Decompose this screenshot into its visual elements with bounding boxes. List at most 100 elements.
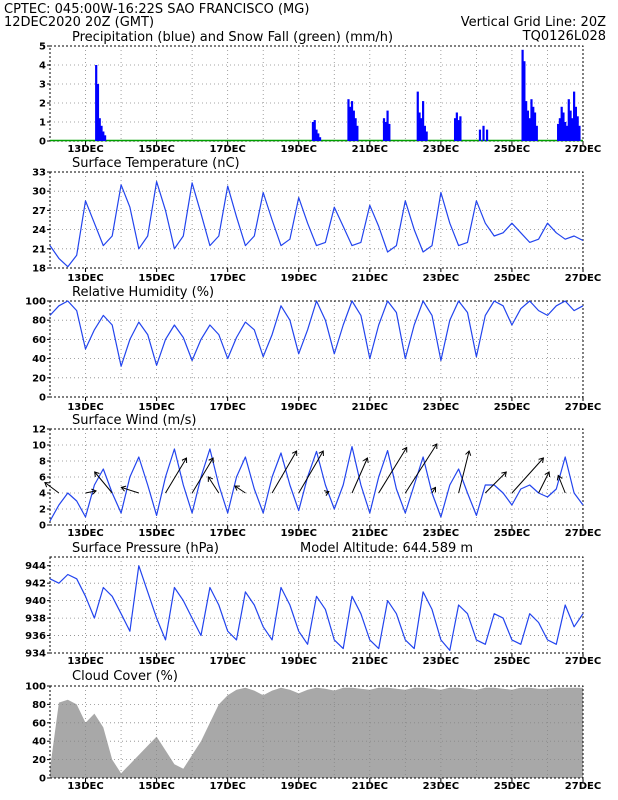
- precip-bar: [567, 99, 570, 141]
- wind-arrow-head: [207, 476, 214, 482]
- precip-bar: [311, 122, 315, 141]
- y-tick-label: 40: [32, 737, 46, 748]
- y-tick-label: 2: [39, 505, 46, 516]
- temperature-series: [49, 181, 584, 268]
- precip-bar: [352, 110, 355, 141]
- precip-bar: [482, 125, 485, 141]
- wind-arrow: [121, 486, 139, 494]
- y-tick-label: 0: [39, 137, 46, 148]
- y-tick-label: 80: [32, 700, 46, 711]
- plot-frame: [49, 171, 584, 269]
- wind-arrow-head: [94, 471, 100, 478]
- x-tick-label: 27DEC: [565, 656, 601, 667]
- altitude-label: Model Altitude: 644.589 m: [300, 541, 473, 556]
- wind-arrow-head: [120, 485, 127, 492]
- plot-frame: [49, 45, 584, 142]
- x-tick-label: 19DEC: [281, 528, 317, 539]
- precip-bar: [485, 129, 489, 141]
- rh-plot: 0 20 40 60 80 100 13DEC 15DEC 17DEC 19DEC 21DEC 23D…: [25, 297, 601, 414]
- precip-bar: [459, 116, 462, 141]
- precip-bar: [318, 137, 322, 141]
- wind-arrow: [458, 450, 470, 494]
- wind-arrow: [44, 482, 60, 494]
- wind-arrow-head: [465, 450, 472, 456]
- precip-bar: [523, 61, 526, 142]
- header-location: CPTEC: 045:00W-16:22S SAO FRANCISCO (MG): [4, 2, 309, 17]
- pres-title: Surface Pressure (hPa): [72, 541, 219, 556]
- y-tick-label: 3: [39, 80, 46, 91]
- header: CPTEC: 045:00W-16:22S SAO FRANCISCO (MG)…: [4, 2, 606, 44]
- wind-arrow: [234, 485, 246, 494]
- x-tick-label: 19DEC: [281, 144, 317, 155]
- wind-arrow-head: [432, 443, 438, 450]
- plot-frame: [49, 685, 584, 779]
- rh-title: Relative Humidity (%): [72, 285, 214, 300]
- precip-bar: [478, 129, 482, 141]
- panel-precip: Precipitation (blue) and Snow Fall (gree…: [39, 30, 601, 155]
- precip-bar: [313, 120, 316, 141]
- precip-bar: [95, 65, 98, 141]
- x-tick-label: 17DEC: [209, 402, 245, 413]
- precip-bar: [100, 125, 103, 141]
- precip-bar: [573, 91, 576, 141]
- y-tick-label: 18: [32, 264, 46, 275]
- precip-bar: [384, 122, 387, 141]
- precip-bar: [418, 112, 421, 141]
- wind-arrow: [538, 471, 550, 494]
- x-tick-label: 17DEC: [209, 273, 245, 284]
- panel-cloud: Cloud Cover (%) 0 20 40 60 80 100 13DEC 15DEC 17…: [25, 669, 601, 792]
- plot-frame: [49, 300, 584, 398]
- y-tick-label: 10: [32, 441, 46, 452]
- precip-title: Precipitation (blue) and Snow Fall (gree…: [72, 30, 393, 45]
- wind-arrow: [94, 471, 113, 494]
- x-tick-label: 13DEC: [67, 273, 103, 284]
- wind-arrow: [298, 450, 324, 494]
- y-tick-label: 60: [32, 718, 46, 729]
- precip-bar: [576, 116, 579, 141]
- x-tick-label: 27DEC: [565, 528, 601, 539]
- y-tick-label: 27: [32, 206, 46, 217]
- precip-bar: [103, 135, 107, 141]
- y-tick-label: 40: [32, 354, 46, 365]
- precip-bar: [382, 118, 386, 141]
- x-tick-label: 23DEC: [423, 781, 459, 792]
- y-tick-label: 936: [25, 631, 46, 642]
- x-tick-label: 21DEC: [352, 402, 388, 413]
- temp-plot: 18 21 24 27 30 33 13DEC 15DEC 17DEC 19DEC 21DEC 23D…: [32, 168, 601, 285]
- header-grid-note: Vertical Grid Line: 20Z: [461, 15, 606, 30]
- x-tick-label: 25DEC: [494, 402, 530, 413]
- wind-arrow: [351, 457, 368, 494]
- x-tick-label: 19DEC: [281, 656, 317, 667]
- y-tick-label: 4: [39, 61, 46, 72]
- wind-arrow: [165, 457, 187, 494]
- precip-bar: [562, 112, 565, 141]
- y-tick-label: 20: [32, 373, 46, 384]
- x-tick-label: 13DEC: [67, 656, 103, 667]
- y-tick-label: 938: [25, 614, 46, 625]
- wind-arrow-head: [538, 457, 545, 464]
- panel-rh: Relative Humidity (%) 0 20 40 60 80 100 13DEC 1…: [25, 285, 601, 413]
- precip-bar: [525, 101, 528, 141]
- precip-bar: [98, 118, 101, 141]
- pres-plot: 934 936 938 940 942 944 13DEC 15DEC 17DEC 19DEC 21…: [25, 556, 601, 667]
- precip-bar: [453, 118, 457, 141]
- y-tick-label: 0: [39, 393, 46, 404]
- temp-title: Surface Temperature (nC): [72, 156, 240, 171]
- precip-bar: [350, 101, 354, 141]
- x-tick-label: 13DEC: [67, 781, 103, 792]
- y-tick-label: 4: [39, 489, 46, 500]
- x-tick-label: 25DEC: [494, 781, 530, 792]
- x-tick-label: 23DEC: [423, 656, 459, 667]
- precip-bar: [347, 99, 350, 141]
- x-tick-label: 23DEC: [423, 402, 459, 413]
- y-tick-label: 6: [39, 473, 46, 484]
- precip-bar: [102, 131, 105, 141]
- y-tick-label: 944: [25, 561, 46, 572]
- precip-bar: [386, 110, 389, 141]
- precip-bar: [96, 84, 100, 141]
- y-tick-label: 60: [32, 335, 46, 346]
- precip-bar: [422, 101, 425, 141]
- wind-arrow: [378, 447, 408, 494]
- precip-bar: [532, 106, 535, 141]
- cloud-cover-area: [50, 687, 583, 778]
